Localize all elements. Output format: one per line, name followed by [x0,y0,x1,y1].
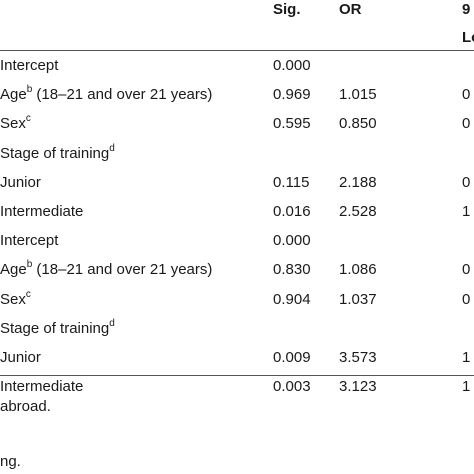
footnote-line-2: ng. [0,453,21,470]
sig-value: 0.000 [273,57,311,74]
header-ci-lower: Lo [462,29,474,46]
table-row: Ageb (18–21 and over 21 years) 0.830 1.086… [0,260,474,289]
row-label-text: Sex [0,290,26,308]
or-value: 2.188 [339,173,377,191]
footnote-marker: d [109,142,115,154]
or-value: 1.037 [339,290,377,308]
ci-lower-value: 0 [462,261,471,279]
row-label-text: Intercept [0,232,59,250]
row-label: Stage of trainingd [0,317,115,339]
ci-lower-value: 0 [462,290,471,308]
row-label: Stage of trainingd [0,142,115,164]
row-label: Junior [0,348,41,368]
row-label-text: Intercept [0,57,59,74]
sig-value: 0.830 [273,261,311,279]
row-label-text: Stage of training [0,319,110,337]
table-row: Stage of trainingd [0,142,474,173]
or-value: 1.015 [339,86,377,104]
or-value: 2.528 [339,203,377,220]
footnote-marker: b [26,259,33,271]
ci-lower-value: 0 [462,86,471,104]
or-value: 1.086 [339,261,377,279]
table-row: Intercept 0.000 [0,56,474,85]
table-row: Stage of trainingd [0,317,474,348]
row-label-text: Stage of training [0,144,110,162]
header-or: OR [339,1,362,18]
footnote-marker: c [25,113,31,125]
sig-value: 0.016 [273,203,311,220]
sig-value: 0.595 [273,115,311,133]
row-label-text: Age [0,86,27,104]
footnote-marker: c [25,288,31,300]
table-row: Sexc 0.595 0.850 0 [0,114,474,143]
footnote-marker: b [26,84,33,96]
row-label: Intercept [0,231,58,251]
row-label: Ageb (18–21 and over 21 years) [0,260,212,280]
sig-value: 0.003 [273,378,311,396]
or-value: 3.573 [339,349,377,366]
row-label: Intermediate [0,202,83,222]
sig-value: 0.904 [273,290,311,308]
table-row: Junior 0.009 3.573 1 [0,348,474,377]
ci-lower-value: 0 [462,173,471,191]
or-value: 0.850 [339,115,377,133]
ci-lower-value: 1 [462,378,471,396]
table-row: Ageb (18–21 and over 21 years) 0.969 1.015… [0,85,474,114]
row-label: Ageb (18–21 and over 21 years) [0,85,212,105]
footnote-line-1: abroad. [0,398,51,415]
row-label-text: Intermediate [0,203,84,220]
footnote-marker: d [109,317,115,329]
row-label-text: Intermediate [0,378,84,396]
row-label-text: Sex [0,115,26,133]
table-row: Intermediate 0.003 3.123 1 [0,377,474,406]
table-bottom-rule [0,375,474,376]
sig-value: 0.000 [273,232,311,250]
row-label: Intercept [0,56,58,76]
table-row: Junior 0.115 2.188 0 [0,173,474,202]
ci-lower-value: 0 [462,115,471,133]
row-label-text: Junior [0,349,41,366]
header-rule [0,50,474,51]
row-label-text: Age [0,261,27,279]
row-label-suffix: (18–21 and over 21 years) [32,261,213,279]
row-label: Junior [0,173,41,193]
row-label: Sexc [0,114,31,134]
table-row: Sexc 0.904 1.037 0 [0,288,474,319]
row-label: Sexc [0,288,31,310]
table-row: Intermediate 0.016 2.528 1 [0,202,474,231]
sig-value: 0.969 [273,86,311,104]
header-sig: Sig. [273,1,301,18]
ci-lower-value: 1 [462,203,471,220]
header-ci: 9 [462,1,471,18]
sig-value: 0.009 [273,349,311,366]
row-label: Intermediate [0,377,83,397]
sig-value: 0.115 [273,173,310,191]
ci-lower-value: 1 [462,349,471,366]
or-value: 3.123 [339,378,377,396]
table-row: Intercept 0.000 [0,231,474,260]
row-label-text: Junior [0,173,41,191]
row-label-suffix: (18–21 and over 21 years) [32,86,213,104]
